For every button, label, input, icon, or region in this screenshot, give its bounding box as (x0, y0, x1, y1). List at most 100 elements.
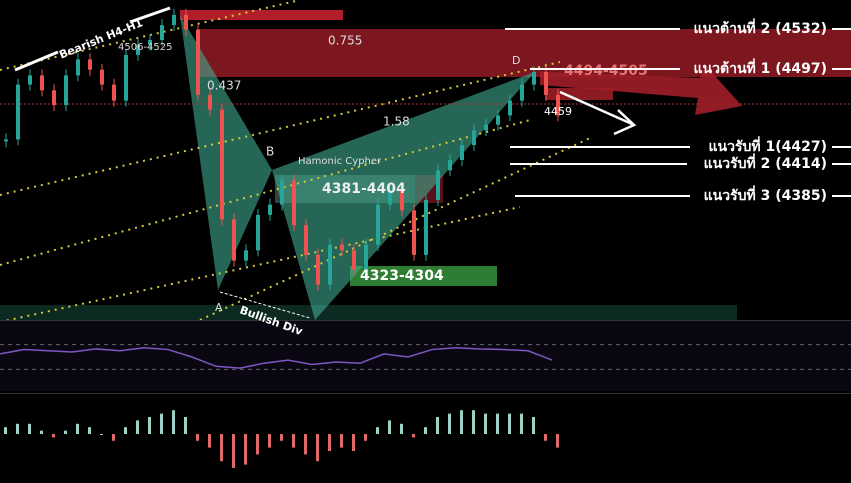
macd-bar (40, 430, 43, 434)
candle (460, 145, 464, 160)
candle (544, 72, 548, 95)
annotation: Hamonic Cypher (298, 156, 382, 167)
candle (244, 250, 248, 261)
white-arrow-head (613, 109, 637, 136)
macd-bar (412, 434, 415, 438)
candle (124, 54, 128, 101)
annotation: 4459 (544, 105, 572, 118)
macd-bar (244, 434, 247, 465)
candle (172, 14, 176, 26)
indicators (0, 344, 851, 468)
candle (256, 214, 260, 251)
candle (436, 170, 440, 200)
macd-bar (268, 434, 271, 448)
annotation: 1.58 (383, 115, 410, 129)
annotation: 4381-4404 (322, 181, 406, 197)
level-label: แนวรับที่ 1(4427) (709, 136, 827, 155)
resistance-zone (197, 29, 851, 77)
macd-bar (472, 410, 475, 434)
macd-bar (520, 413, 523, 434)
trend-mark (14, 50, 59, 72)
pattern-xab (180, 15, 272, 290)
macd-bar (160, 413, 163, 434)
macd-bar (52, 434, 55, 438)
macd-bar (544, 434, 547, 441)
macd-bar (376, 427, 379, 434)
candle (268, 204, 272, 215)
candle (508, 100, 512, 116)
candle (400, 189, 404, 211)
candle (448, 160, 452, 171)
macd-bar (232, 434, 235, 468)
candles (4, 8, 560, 291)
macd-bar (76, 423, 79, 434)
macd-bar (16, 423, 19, 434)
macd-bar (388, 420, 391, 434)
candle (220, 109, 224, 220)
candle (280, 180, 284, 205)
macd-bar (280, 434, 283, 441)
annotation: 0.755 (328, 34, 362, 48)
macd-bar (352, 434, 355, 451)
annotation: 4323-4304 (360, 268, 444, 284)
candle (364, 244, 368, 270)
candle (556, 94, 560, 116)
macd-bar (64, 430, 67, 434)
candle (40, 75, 44, 91)
candle (64, 75, 68, 106)
candle (16, 84, 20, 140)
macd-bar (532, 417, 535, 434)
macd-bar (292, 434, 295, 448)
candle (376, 204, 380, 245)
level-label: แนวต้านที่ 2 (4532) (694, 18, 827, 37)
red-arrow (540, 65, 742, 115)
macd-bar (172, 410, 175, 434)
annotation: 0.437 (207, 79, 241, 93)
candle (148, 40, 152, 45)
annotation: D (512, 54, 520, 67)
annotation: A (215, 301, 223, 314)
annotation: 4506-4525 (118, 42, 173, 53)
channel-line (0, 61, 561, 196)
annotation: 4494-4505 (564, 63, 648, 79)
div-line (219, 291, 311, 319)
macd-bar (136, 420, 139, 434)
candle (412, 210, 416, 255)
candle (196, 29, 200, 95)
macd-bar (100, 434, 103, 435)
macd-bar (256, 434, 259, 455)
candle (88, 59, 92, 70)
rsi-line (0, 346, 553, 369)
trend-mark (129, 6, 171, 24)
candle (316, 254, 320, 285)
macd-bar (148, 417, 151, 434)
white-arrow (559, 90, 633, 126)
candle (160, 25, 164, 40)
level-label: แนวรับที่ 3 (4385) (704, 185, 827, 204)
candle (340, 244, 344, 251)
candle (208, 94, 212, 110)
candle (328, 244, 332, 285)
channel-line (0, 206, 521, 323)
macd-bar (304, 434, 307, 455)
macd-bar (112, 434, 115, 441)
macd-bar (436, 417, 439, 434)
zone-top (180, 10, 343, 20)
macd-bar (496, 413, 499, 434)
macd-bar (184, 417, 187, 434)
macd-bar (328, 434, 331, 451)
macd-bar (208, 434, 211, 448)
macd-bar (508, 413, 511, 434)
candle (472, 130, 476, 146)
candle (52, 90, 56, 106)
macd-bar (556, 434, 559, 448)
level-label: แนวรับที่ 2 (4414) (704, 153, 827, 172)
macd-bar (460, 410, 463, 434)
candle (292, 180, 296, 226)
macd-bar (316, 434, 319, 462)
channel-line (199, 137, 591, 321)
macd-bar (400, 423, 403, 434)
candle (484, 124, 488, 131)
